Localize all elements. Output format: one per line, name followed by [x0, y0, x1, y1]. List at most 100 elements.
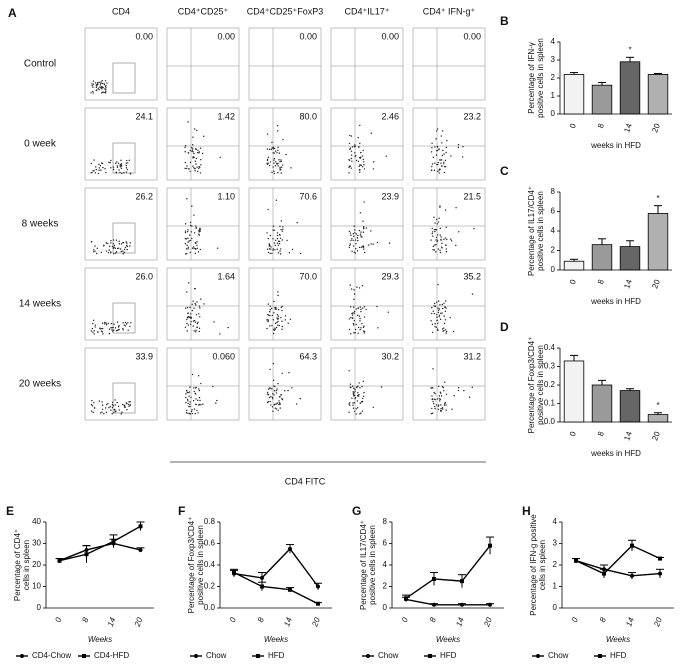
event-dot: [271, 314, 273, 317]
event-dot: [270, 404, 272, 406]
event-dot: [113, 329, 115, 331]
gate-percent: 1.10: [217, 191, 235, 201]
event-dot: [360, 246, 362, 249]
event-dot: [269, 400, 271, 403]
y-tick-label: 20: [32, 560, 41, 569]
y-axis-label: positive cells in spleen: [196, 525, 205, 605]
event-dot: [200, 164, 202, 166]
event-dot: [108, 161, 110, 164]
event-dot: [443, 165, 446, 168]
event-dot: [192, 165, 194, 167]
event-dot: [272, 332, 275, 335]
event-dot: [125, 246, 127, 249]
panel-label: E: [6, 504, 14, 518]
event-dot: [193, 307, 195, 309]
event-dot: [103, 82, 105, 85]
event-dot: [438, 148, 440, 150]
event-dot: [270, 395, 272, 398]
event-dot: [91, 171, 93, 174]
event-dot: [362, 231, 365, 233]
event-dot: [361, 410, 364, 412]
event-dot: [438, 315, 440, 318]
event-dot: [272, 379, 275, 382]
event-dot: [277, 171, 279, 174]
event-dot: [110, 322, 113, 325]
event-dot: [361, 285, 364, 287]
event-dot: [352, 404, 354, 406]
gate-percent: 1.64: [217, 271, 235, 281]
event-dot: [186, 330, 188, 332]
event-dot: [445, 393, 448, 396]
event-dot: [116, 401, 118, 404]
event-dot: [101, 322, 104, 324]
event-dot: [194, 287, 196, 290]
event-dot: [115, 239, 118, 241]
event-dot: [363, 201, 365, 203]
event-dot: [194, 321, 197, 323]
legend-label: Chow: [206, 651, 227, 660]
plot-frame: [166, 107, 240, 181]
event-dot: [354, 388, 356, 391]
event-dot: [192, 400, 195, 402]
event-dot: [450, 155, 452, 157]
x-tick-label: 20: [650, 430, 662, 442]
event-dot: [436, 146, 439, 148]
event-dot: [195, 248, 197, 250]
event-dot: [112, 405, 114, 407]
event-dot: [439, 234, 441, 236]
event-dot: [118, 409, 120, 411]
event-dot: [354, 331, 356, 334]
event-dot: [359, 413, 361, 415]
event-dot: [436, 301, 438, 304]
x-axis-label: Weeks: [436, 635, 460, 644]
x-axis-label: weeks in HFD: [590, 141, 641, 150]
event-dot: [436, 239, 439, 241]
event-dot: [440, 162, 442, 164]
gate-percent: 80.0: [299, 111, 317, 121]
event-dot: [279, 250, 281, 252]
event-dot: [190, 320, 192, 323]
legend-label: Chow: [378, 651, 399, 660]
event-dot: [359, 171, 361, 173]
legend-marker: [598, 654, 602, 658]
event-dot: [433, 216, 435, 219]
event-dot: [279, 169, 281, 171]
event-dot: [93, 330, 95, 332]
event-dot: [435, 236, 438, 239]
event-dot: [359, 124, 361, 127]
event-dot: [272, 249, 274, 251]
event-dot: [362, 226, 365, 228]
event-dot: [189, 161, 192, 164]
x-tick-label: 8: [598, 616, 608, 624]
event-dot: [281, 164, 284, 166]
event-dot: [435, 239, 437, 241]
event-dot: [363, 168, 366, 170]
event-dot: [359, 142, 361, 145]
x-tick-label: 8: [596, 430, 606, 438]
gate-percent: 0.00: [463, 31, 481, 41]
event-dot: [362, 149, 364, 152]
event-dot: [354, 232, 356, 234]
event-dot: [188, 405, 190, 408]
event-dot: [444, 306, 446, 309]
panel-label: A: [8, 6, 17, 20]
event-dot: [431, 165, 433, 168]
event-dot: [202, 403, 204, 405]
event-dot: [120, 248, 122, 250]
event-dot: [352, 392, 355, 395]
legend-marker: [428, 654, 432, 658]
event-dot: [457, 389, 460, 392]
event-dot: [272, 225, 275, 227]
event-dot: [356, 407, 359, 409]
event-dot: [444, 401, 447, 404]
event-dot: [432, 387, 434, 389]
event-dot: [269, 308, 271, 311]
event-dot: [195, 398, 197, 400]
event-dot: [431, 407, 433, 410]
y-tick-label: 0: [37, 603, 42, 612]
event-dot: [457, 143, 460, 146]
legend-marker: [536, 654, 540, 658]
event-dot: [354, 252, 357, 254]
event-dot: [187, 237, 189, 240]
event-dot: [434, 146, 436, 148]
